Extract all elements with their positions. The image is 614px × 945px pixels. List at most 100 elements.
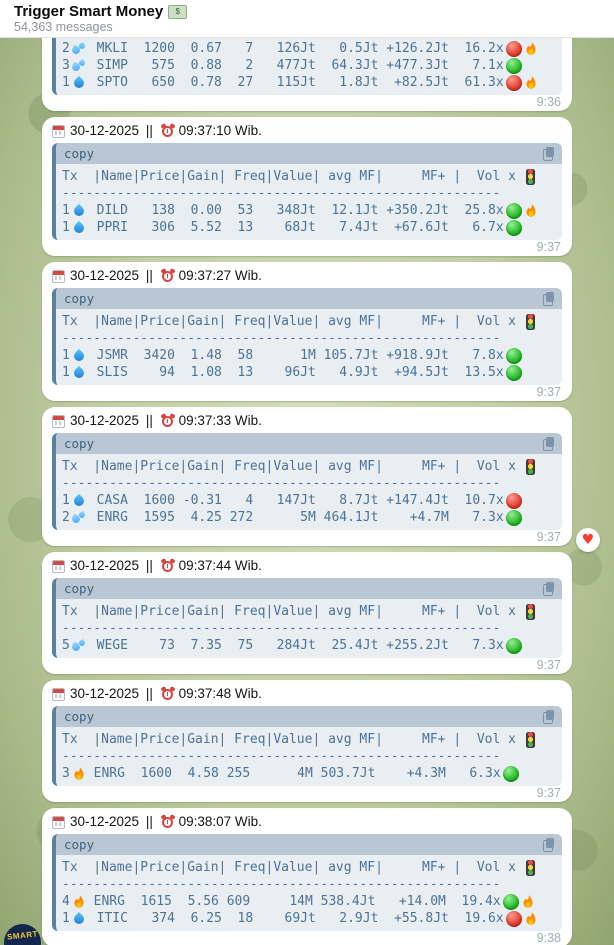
- table-header-text: Tx |Name|Price|Gain| Freq|Value| avg MF|…: [62, 860, 524, 875]
- table-header-text: Tx |Name|Price|Gain| Freq|Value| avg MF|…: [62, 459, 524, 474]
- code-body: Tx |Name|Price|Gain| Freq|Value| avg MF|…: [56, 454, 562, 530]
- date-separator: ||: [142, 123, 157, 138]
- tx-count: 3: [62, 58, 70, 73]
- green-circle-icon: [505, 364, 522, 381]
- clipboard-icon[interactable]: [543, 437, 554, 451]
- row-values: PPRI 306 5.52 13 68Jt 7.4Jt +67.6Jt 6.7x: [88, 220, 504, 235]
- green-circle-icon: [505, 637, 522, 654]
- code-copy-button[interactable]: copy: [56, 143, 562, 164]
- fire-icon: [524, 41, 538, 56]
- clock-time-text: 09:37:27 Wib.: [178, 268, 262, 283]
- separator-dashes: ----------------------------------------…: [62, 331, 501, 346]
- code-copy-button[interactable]: copy: [56, 578, 562, 599]
- message-timestamp: 9:37: [536, 385, 561, 399]
- message-date-line: 30-12-2025 || 09:37:10 Wib.: [52, 122, 562, 140]
- clipboard-icon[interactable]: [543, 710, 554, 724]
- row-values: ENRG 1595 4.25 272 5M 464.1Jt +4.7M 7.3x: [88, 510, 504, 525]
- sweat-drops-icon: [70, 58, 87, 73]
- code-block: copy Tx |Name|Price|Gain| Freq|Value| av…: [52, 288, 562, 385]
- tx-count: 1: [62, 220, 70, 235]
- table-header-row: Tx |Name|Price|Gain| Freq|Value| avg MF|…: [62, 603, 562, 620]
- copy-label: copy: [64, 146, 95, 161]
- row-values: MKLI 1200 0.67 7 126Jt 0.5Jt +126.2Jt 16…: [88, 41, 504, 56]
- clipboard-icon[interactable]: [543, 292, 554, 306]
- tx-count: 1: [62, 365, 70, 380]
- table-row: 1 DILD 138 0.00 53 348Jt 12.1Jt +350.2Jt…: [62, 202, 558, 219]
- droplet-icon: [71, 911, 86, 926]
- code-copy-button[interactable]: copy: [56, 706, 562, 727]
- fire-icon: [72, 894, 86, 909]
- calendar-icon: [52, 414, 65, 428]
- clipboard-icon[interactable]: [543, 147, 554, 161]
- tx-count: 2: [62, 41, 70, 56]
- tx-count: 1: [62, 75, 70, 90]
- traffic-light-icon: [525, 458, 535, 475]
- copy-label: copy: [64, 837, 95, 852]
- code-copy-button[interactable]: copy: [56, 433, 562, 454]
- table-row: 1 CASA 1600 -0.31 4 147Jt 8.7Jt +147.4Jt…: [62, 492, 558, 509]
- traffic-light-icon: [525, 313, 535, 330]
- droplet-icon: [71, 220, 86, 235]
- chat-subtitle: 54,363 messages: [14, 20, 113, 34]
- code-block: copy Tx |Name|Price|Gain| Freq|Value| av…: [52, 706, 562, 786]
- copy-label: copy: [64, 436, 95, 451]
- row-values: SLIS 94 1.08 13 96Jt 4.9Jt +94.5Jt 13.5x: [88, 365, 504, 380]
- red-circle-icon: [505, 40, 522, 57]
- chat-header[interactable]: Trigger Smart Money 54,363 messages: [0, 0, 614, 38]
- code-copy-button[interactable]: copy: [56, 288, 562, 309]
- tx-count: 1: [62, 203, 70, 218]
- code-block: copy Tx |Name|Price|Gain| Freq|Value| av…: [52, 578, 562, 658]
- message-timestamp: 9:37: [536, 530, 561, 544]
- table-separator-row: ----------------------------------------…: [62, 185, 558, 202]
- table-row: 3 ENRG 1600 4.58 255 4M 503.7Jt +4.3M 6.…: [62, 765, 558, 782]
- row-values: ENRG 1600 4.58 255 4M 503.7Jt +4.3M 6.3x: [85, 766, 501, 781]
- row-values: SIMP 575 0.88 2 477Jt 64.3Jt +477.3Jt 7.…: [88, 58, 504, 73]
- calendar-icon: [52, 124, 65, 138]
- table-header-text: |: [537, 313, 562, 330]
- droplet-icon: [71, 348, 86, 363]
- tx-count: 2: [62, 510, 70, 525]
- table-header-row: Tx |Name|Price|Gain| Freq|Value| avg MF|…: [62, 313, 562, 330]
- copy-label: copy: [64, 709, 95, 724]
- table-row: 2 MKLI 1200 0.67 7 126Jt 0.5Jt +126.2Jt …: [62, 40, 558, 57]
- calendar-icon: [52, 269, 65, 283]
- message-bubble: 30-12-2025 || 09:37:33 Wib. copy Tx |Nam…: [42, 407, 600, 552]
- traffic-light-icon: [525, 859, 535, 876]
- code-body: Tx |Name|Price|Gain| Freq|Value| avg MF|…: [56, 727, 562, 786]
- code-block: copy Tx |Name|Price|Gain| Freq|Value| av…: [52, 143, 562, 240]
- separator-dashes: ----------------------------------------…: [62, 749, 501, 764]
- heart-reaction[interactable]: ♥: [576, 528, 600, 552]
- message-date-line: 30-12-2025 || 09:38:07 Wib.: [52, 813, 562, 831]
- droplet-icon: [71, 493, 86, 508]
- message-timestamp: 9:37: [536, 658, 561, 672]
- copy-label: copy: [64, 581, 95, 596]
- fire-icon: [524, 911, 538, 926]
- table-header-text: |: [537, 859, 562, 876]
- table-row: 1 SLIS 94 1.08 13 96Jt 4.9Jt +94.5Jt 13.…: [62, 364, 558, 381]
- channel-avatar[interactable]: SMART: [4, 924, 41, 945]
- red-circle-icon: [505, 910, 522, 927]
- clipboard-icon[interactable]: [543, 838, 554, 852]
- alarm-icon: [159, 557, 176, 573]
- droplet-icon: [71, 75, 86, 90]
- clock-time-text: 09:37:48 Wib.: [178, 686, 262, 701]
- heart-icon: ♥: [581, 532, 595, 548]
- date-separator: ||: [142, 558, 157, 573]
- code-body: Tx |Name|Price|Gain| Freq|Value| avg MF|…: [56, 164, 562, 240]
- alarm-icon: [159, 412, 176, 428]
- tx-count: 4: [62, 894, 70, 909]
- chat-title-row: Trigger Smart Money: [14, 3, 614, 20]
- table-row: 1 PPRI 306 5.52 13 68Jt 7.4Jt +67.6Jt 6.…: [62, 219, 558, 236]
- code-copy-button[interactable]: copy: [56, 834, 562, 855]
- fire-icon: [521, 894, 535, 909]
- table-row: 1 SPTO 650 0.78 27 115Jt 1.8Jt +82.5Jt 6…: [62, 74, 558, 91]
- clipboard-icon[interactable]: [543, 582, 554, 596]
- clock-time-text: 09:38:07 Wib.: [178, 814, 262, 829]
- separator-dashes: ----------------------------------------…: [62, 621, 501, 636]
- alarm-icon: [159, 122, 176, 138]
- copy-label: copy: [64, 291, 95, 306]
- calendar-icon: [52, 687, 65, 701]
- message-bubble: 30-12-2025 || 09:37:10 Wib. copy Tx |Nam…: [42, 117, 572, 256]
- table-header-text: |: [537, 458, 562, 475]
